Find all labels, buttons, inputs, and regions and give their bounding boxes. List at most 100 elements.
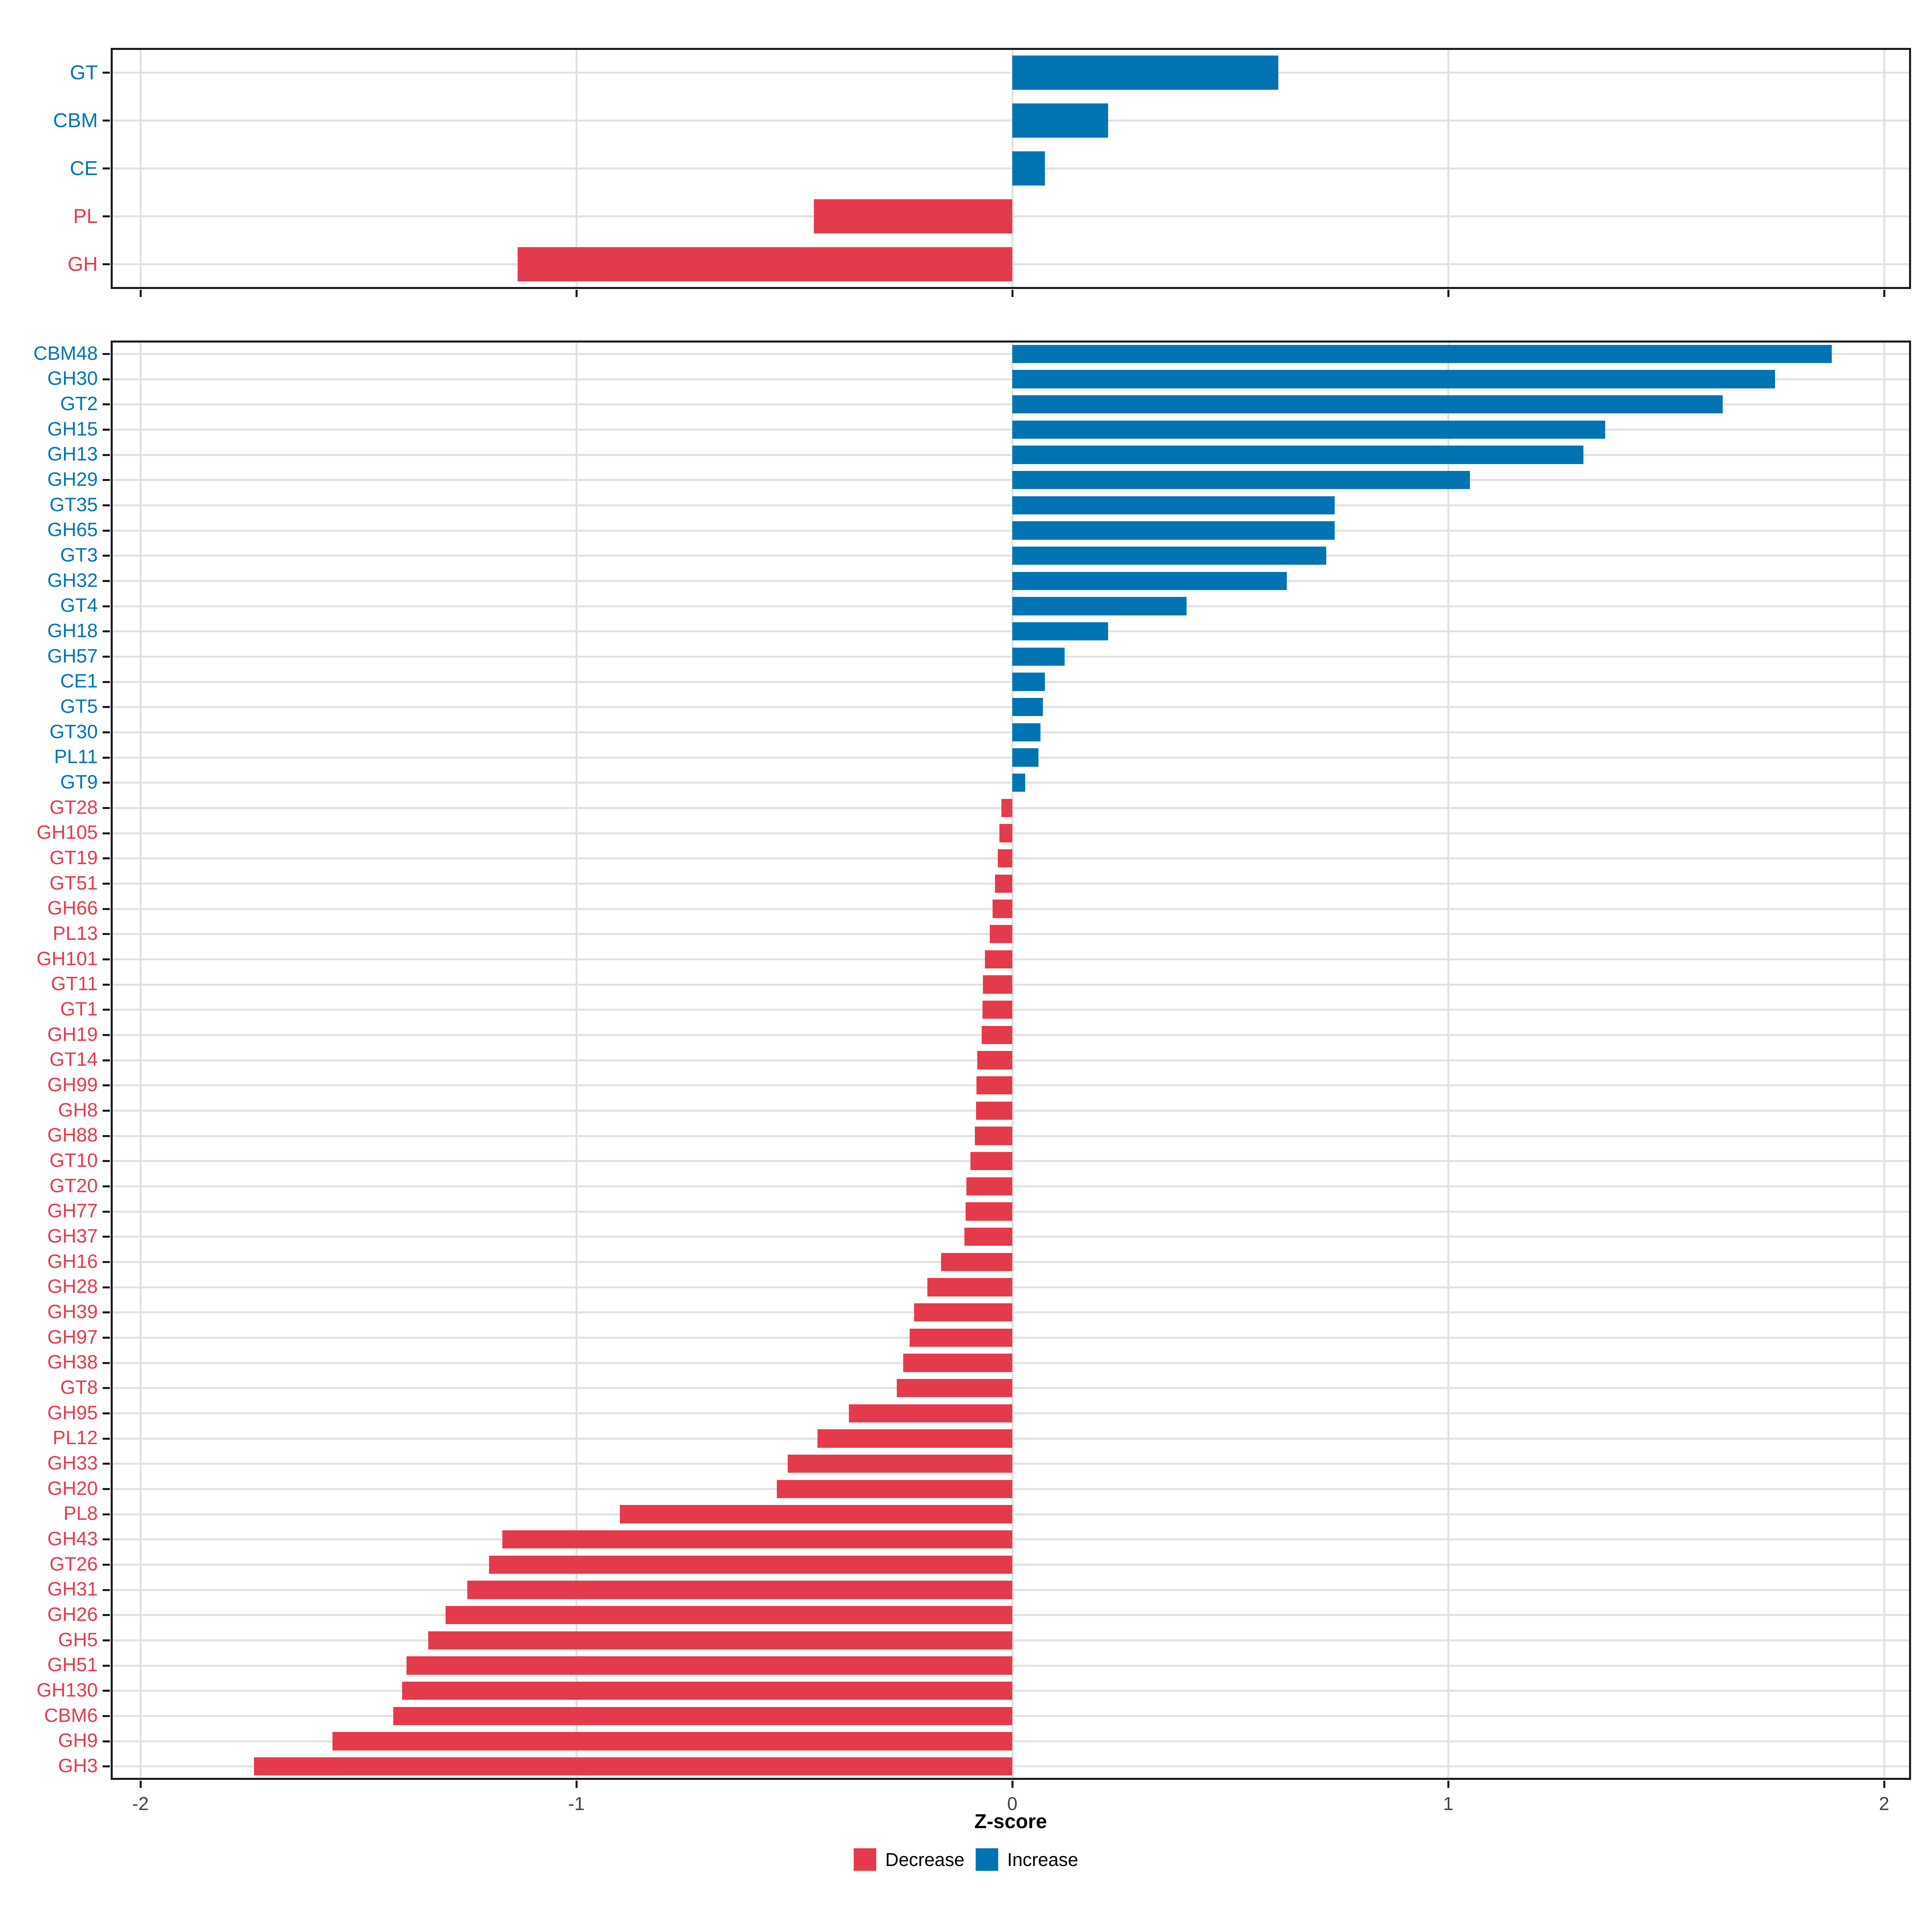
category-label-GH38: GH38 [47, 1352, 98, 1373]
bar-CE1 [1012, 673, 1045, 691]
y-tick [103, 1286, 110, 1288]
bar-GT8 [897, 1379, 1012, 1397]
legend: Decrease Increase [0, 1848, 1932, 1871]
bar-GT19 [998, 849, 1012, 868]
bar-GT51 [995, 874, 1012, 893]
y-tick [103, 605, 110, 607]
category-label-GH26: GH26 [47, 1604, 98, 1625]
row-gridline [111, 353, 1910, 355]
bar-GH65 [1012, 521, 1335, 540]
x-tick [139, 1781, 142, 1788]
category-label-GH13: GH13 [47, 444, 98, 465]
bar-PL [814, 199, 1012, 234]
bar-GH105 [999, 824, 1012, 842]
y-tick [103, 1236, 110, 1238]
x-tick [1447, 1781, 1449, 1788]
y-tick [103, 1740, 110, 1742]
bar-GH38 [903, 1354, 1012, 1372]
y-tick [103, 832, 110, 834]
y-tick [103, 933, 110, 935]
y-tick [103, 1437, 110, 1440]
bar-GH51 [406, 1656, 1012, 1675]
row-gridline [111, 529, 1910, 532]
category-label-GT5: GT5 [60, 696, 98, 717]
category-label-GH19: GH19 [47, 1024, 98, 1045]
bar-GT9 [1012, 774, 1026, 792]
x-tick [139, 290, 142, 297]
bar-GH99 [976, 1076, 1012, 1095]
y-tick [103, 782, 110, 784]
category-label-GH20: GH20 [47, 1478, 98, 1499]
y-tick [103, 1084, 110, 1087]
y-tick [103, 1009, 110, 1011]
bar-GH66 [993, 900, 1012, 918]
bar-GH33 [788, 1455, 1012, 1473]
category-label-GH95: GH95 [47, 1402, 98, 1424]
row-gridline [111, 782, 1910, 784]
category-label-GH97: GH97 [47, 1326, 98, 1348]
category-label-PL13: PL13 [52, 923, 98, 944]
category-label-GH32: GH32 [47, 570, 98, 591]
category-label-GH8: GH8 [58, 1099, 98, 1121]
category-label-GT4: GT4 [60, 595, 98, 617]
x-tick [1447, 290, 1449, 297]
category-label-GH29: GH29 [47, 469, 98, 490]
bar-GH5 [428, 1631, 1012, 1649]
category-label-GH9: GH9 [58, 1730, 98, 1752]
row-gridline [111, 378, 1910, 380]
category-label-PL12: PL12 [52, 1427, 98, 1449]
y-tick [103, 983, 110, 986]
y-tick [103, 120, 110, 122]
bar-GH30 [1012, 370, 1775, 388]
y-tick [103, 1563, 110, 1566]
row-gridline [111, 731, 1910, 733]
x-tick-label: -1 [568, 1793, 585, 1814]
y-tick [103, 403, 110, 406]
x-axis-title: Z-score [974, 1810, 1047, 1833]
x-tick-label: 2 [1879, 1793, 1889, 1814]
y-tick [103, 580, 110, 582]
x-gridline [139, 341, 142, 1779]
bar-GT1 [983, 1001, 1012, 1019]
bar-GT5 [1012, 698, 1043, 716]
y-tick [103, 857, 110, 860]
y-tick [103, 1034, 110, 1036]
row-gridline [111, 479, 1910, 481]
legend-item-increase: Increase [976, 1848, 1078, 1871]
y-tick [103, 555, 110, 557]
y-tick [103, 479, 110, 481]
y-tick [103, 454, 110, 456]
y-tick [103, 1488, 110, 1490]
category-label-GH130: GH130 [36, 1679, 98, 1701]
x-tick-label: 0 [1007, 1793, 1018, 1814]
y-tick [103, 215, 110, 217]
x-gridline [575, 49, 578, 288]
y-tick [103, 908, 110, 910]
y-tick [103, 353, 110, 355]
bar-CBM [1012, 103, 1108, 138]
row-gridline [111, 655, 1910, 658]
bar-GH37 [964, 1228, 1012, 1246]
category-label-CE: CE [70, 157, 98, 180]
legend-item-decrease: Decrease [854, 1848, 964, 1871]
row-gridline [111, 454, 1910, 456]
decrease-swatch [854, 1848, 877, 1871]
y-tick [103, 882, 110, 885]
category-label-GH99: GH99 [47, 1074, 98, 1096]
category-label-GH31: GH31 [47, 1579, 98, 1600]
bar-GT3 [1012, 547, 1326, 565]
y-tick [103, 1538, 110, 1541]
category-label-CBM48: CBM48 [33, 343, 98, 364]
bar-GH97 [910, 1328, 1012, 1347]
category-label-GH51: GH51 [47, 1654, 98, 1676]
row-gridline [111, 167, 1910, 169]
y-tick [103, 1690, 110, 1692]
bar-GH95 [848, 1404, 1012, 1422]
y-tick [103, 1160, 110, 1162]
bar-GH77 [966, 1202, 1012, 1221]
bar-GH26 [446, 1606, 1012, 1624]
x-tick [1883, 1781, 1885, 1788]
bar-GH20 [777, 1480, 1012, 1498]
x-tick [575, 290, 578, 297]
